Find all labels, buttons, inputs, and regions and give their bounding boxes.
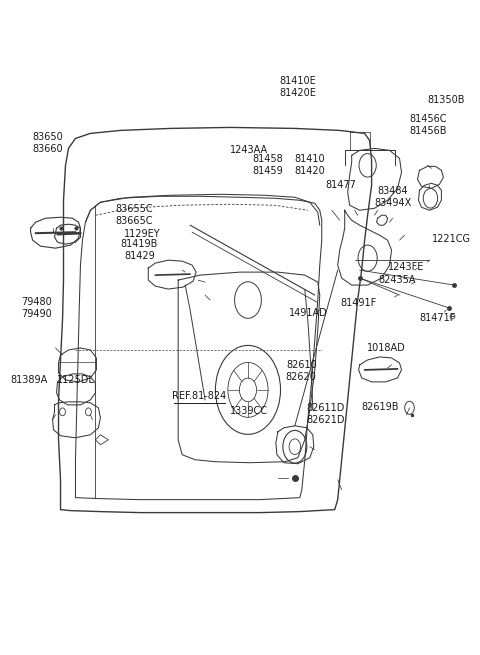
Text: 1491AD: 1491AD	[289, 308, 328, 318]
Text: 1129EY: 1129EY	[123, 229, 160, 239]
Text: 81491F: 81491F	[341, 298, 377, 309]
Text: REF.81-824: REF.81-824	[172, 391, 227, 401]
Text: 82435A: 82435A	[378, 276, 416, 286]
Text: 81389A: 81389A	[11, 375, 48, 384]
Text: 1018AD: 1018AD	[367, 343, 405, 354]
Text: 81456C
81456B: 81456C 81456B	[409, 114, 447, 136]
Text: 81419B
81429: 81419B 81429	[121, 239, 158, 261]
Text: 83655C
83665C: 83655C 83665C	[115, 204, 153, 226]
Text: 79480
79490: 79480 79490	[21, 297, 52, 319]
Text: 83650
83660: 83650 83660	[32, 132, 63, 154]
Text: 81477: 81477	[325, 180, 356, 190]
Text: 81410
81420: 81410 81420	[294, 155, 325, 176]
Text: 81350B: 81350B	[427, 95, 465, 105]
Text: 82611D
82621D: 82611D 82621D	[306, 403, 345, 425]
Text: 82619B: 82619B	[361, 402, 398, 412]
Text: 81471F: 81471F	[419, 312, 456, 323]
Text: 81458
81459: 81458 81459	[252, 155, 283, 176]
Text: 81410E
81420E: 81410E 81420E	[279, 76, 316, 98]
Text: 1221CG: 1221CG	[432, 234, 471, 244]
Text: 83484
83494X: 83484 83494X	[374, 186, 412, 208]
Text: 1339CC: 1339CC	[229, 406, 268, 416]
Text: 1125DL: 1125DL	[58, 375, 95, 384]
Text: 1243FE: 1243FE	[388, 263, 425, 272]
Text: 1243AA: 1243AA	[229, 145, 268, 155]
Text: 82610
82620: 82610 82620	[286, 360, 317, 383]
